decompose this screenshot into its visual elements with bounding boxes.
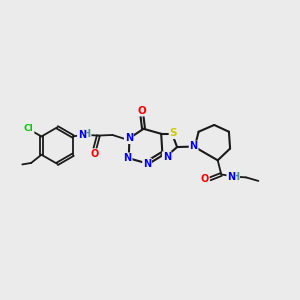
Text: N: N: [143, 159, 151, 169]
Text: N: N: [125, 133, 133, 143]
Text: Cl: Cl: [24, 124, 34, 133]
Text: O: O: [201, 174, 209, 184]
Text: H: H: [82, 129, 91, 139]
Text: O: O: [90, 149, 98, 159]
Text: N: N: [190, 142, 198, 152]
Text: H: H: [231, 172, 239, 182]
Text: N: N: [78, 130, 86, 140]
Text: N: N: [124, 153, 132, 163]
Text: N: N: [227, 172, 235, 182]
Text: N: N: [163, 152, 171, 162]
Text: S: S: [169, 128, 177, 138]
Text: O: O: [138, 106, 146, 116]
